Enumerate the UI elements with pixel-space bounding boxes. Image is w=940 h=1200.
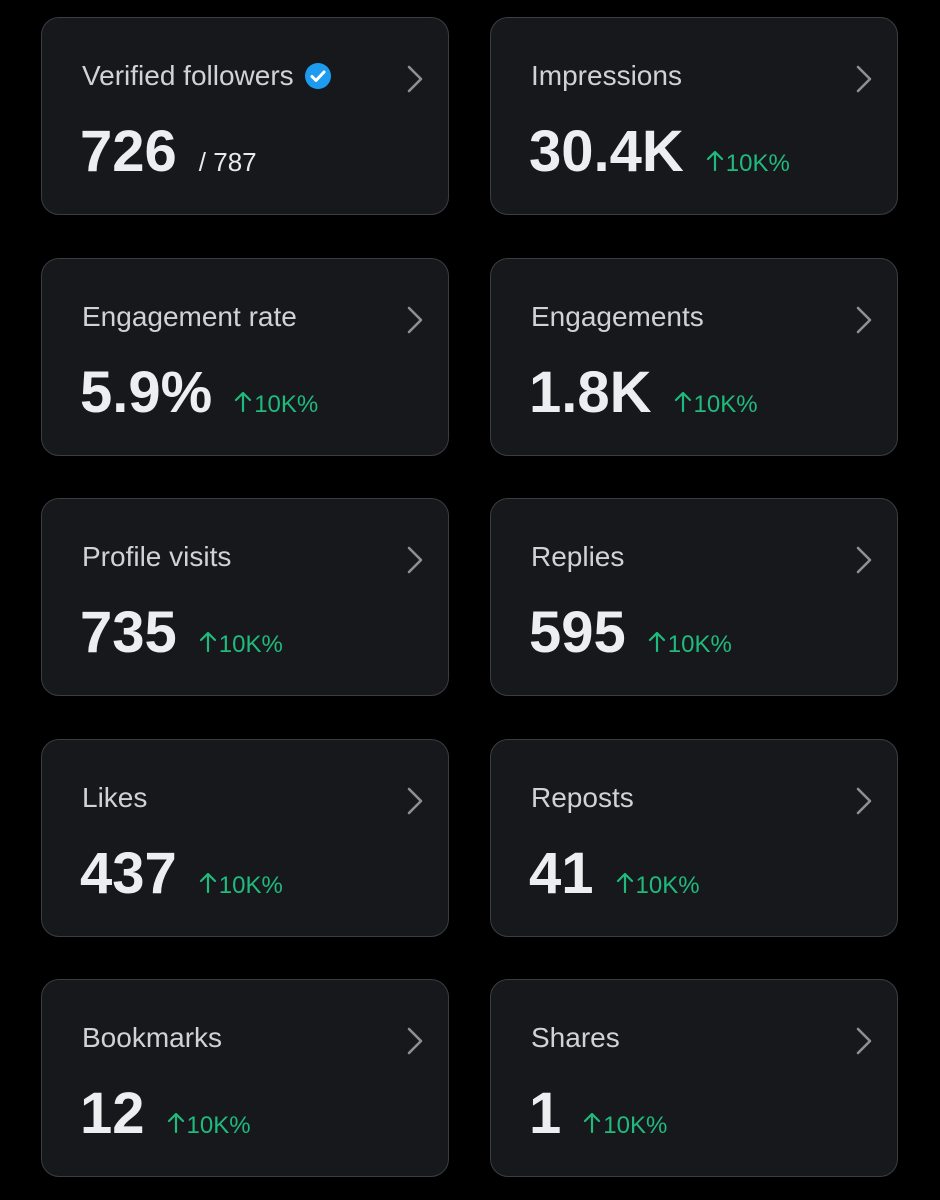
card-label: Likes (82, 780, 147, 816)
label-text: Engagements (531, 300, 704, 332)
verified-badge (304, 63, 331, 89)
stat-value: 437 (80, 840, 177, 906)
label-text: Shares (531, 1022, 620, 1053)
label-text: Reposts (531, 781, 634, 813)
chevron-right (856, 306, 872, 333)
stat-change: 10K% (167, 1111, 251, 1140)
chevron-right (407, 1027, 423, 1055)
change-text: 10K% (603, 1112, 668, 1139)
label-text: Profile visits (82, 541, 232, 572)
stat-change: 10K% (234, 390, 318, 419)
label-text: Likes (82, 781, 148, 813)
chevron-right (407, 306, 423, 333)
card-label: Engagements (531, 299, 704, 335)
value-row: 41 10K% (529, 840, 700, 906)
up-arrow (616, 872, 633, 893)
stat-change: 10K% (616, 871, 700, 900)
card-label: Bookmarks (82, 1020, 222, 1056)
stat-card[interactable]: Shares 1 10K% (490, 979, 898, 1177)
change-text: 10K% (218, 631, 283, 658)
up-arrow (584, 1112, 601, 1133)
stat-change: 10K% (199, 871, 283, 900)
up-arrow (199, 631, 216, 652)
value-row: 1 10K% (529, 1082, 667, 1146)
card-label: Verified followers (82, 58, 332, 94)
up-arrow (235, 391, 252, 412)
value-row: 595 10K% (529, 601, 732, 665)
change-text: 10K% (635, 871, 700, 899)
stat-card[interactable]: Reposts 41 10K% (490, 738, 898, 937)
stat-value: 12 (80, 1081, 145, 1146)
change-text: 10K% (254, 390, 319, 418)
stat-card[interactable]: Replies 595 10K% (490, 498, 898, 696)
value-row: 12 10K% (80, 1082, 251, 1146)
value-row: 5.9% 10K% (80, 359, 318, 425)
change-text: 10K% (667, 631, 732, 658)
chevron-right (407, 546, 423, 574)
card-label: Impressions (531, 58, 682, 94)
chevron-right (856, 65, 872, 93)
chevron-right (407, 787, 423, 814)
label-text: Replies (531, 541, 625, 572)
up-arrow (648, 631, 665, 652)
up-arrow (199, 872, 216, 893)
change-text: 10K% (725, 150, 790, 177)
stat-card[interactable]: Verified followers 726 / 787 (41, 17, 449, 215)
label-text: Impressions (531, 60, 682, 91)
stat-card[interactable]: Bookmarks 12 10K% (41, 979, 449, 1177)
value-row: 437 10K% (80, 840, 283, 906)
stat-total: / 787 (198, 147, 257, 177)
chevron-right (856, 1027, 872, 1055)
change-text: 10K% (186, 1112, 251, 1139)
chevron-right (856, 546, 872, 574)
up-arrow (167, 1112, 184, 1133)
change-text: 10K% (693, 390, 758, 418)
change-text: 10K% (218, 871, 283, 899)
stat-value: 595 (529, 600, 626, 665)
label-text: Bookmarks (82, 1022, 223, 1053)
stat-card[interactable]: Impressions 30.4K 10K% (490, 17, 898, 215)
card-label: Engagement rate (82, 299, 297, 335)
card-label: Reposts (531, 780, 634, 816)
value-row: 30.4K 10K% (529, 120, 790, 184)
stat-change: 10K% (674, 390, 758, 419)
card-label: Replies (531, 539, 624, 575)
stat-change: 10K% (706, 149, 790, 178)
stat-value: 5.9% (80, 359, 213, 425)
stat-value: 726 (80, 119, 177, 184)
value-row: 1.8K 10K% (529, 359, 758, 425)
label-text: Verified followers (82, 60, 294, 91)
chevron-right (856, 787, 872, 814)
stat-change: 10K% (583, 1111, 667, 1140)
stat-value: 1.8K (529, 359, 652, 425)
stat-card[interactable]: Likes 437 10K% (41, 738, 449, 937)
value-row: 735 10K% (80, 601, 283, 665)
stat-value: 1 (529, 1081, 562, 1146)
label-text: Engagement rate (82, 300, 297, 332)
stat-value: 735 (80, 600, 177, 665)
stat-value: 30.4K (529, 119, 684, 184)
chevron-right (407, 65, 423, 93)
up-arrow (674, 391, 691, 412)
stat-card[interactable]: Engagements 1.8K 10K% (490, 257, 898, 456)
stat-value: 41 (529, 840, 594, 906)
value-row: 726 / 787 (80, 120, 257, 184)
up-arrow (706, 150, 723, 171)
stat-card[interactable]: Profile visits 735 10K% (41, 498, 449, 696)
stat-card[interactable]: Engagement rate 5.9% 10K% (41, 257, 449, 456)
card-label: Shares (531, 1020, 620, 1056)
card-label: Profile visits (82, 539, 231, 575)
stat-change: 10K% (648, 630, 732, 659)
stat-change: 10K% (199, 630, 283, 659)
